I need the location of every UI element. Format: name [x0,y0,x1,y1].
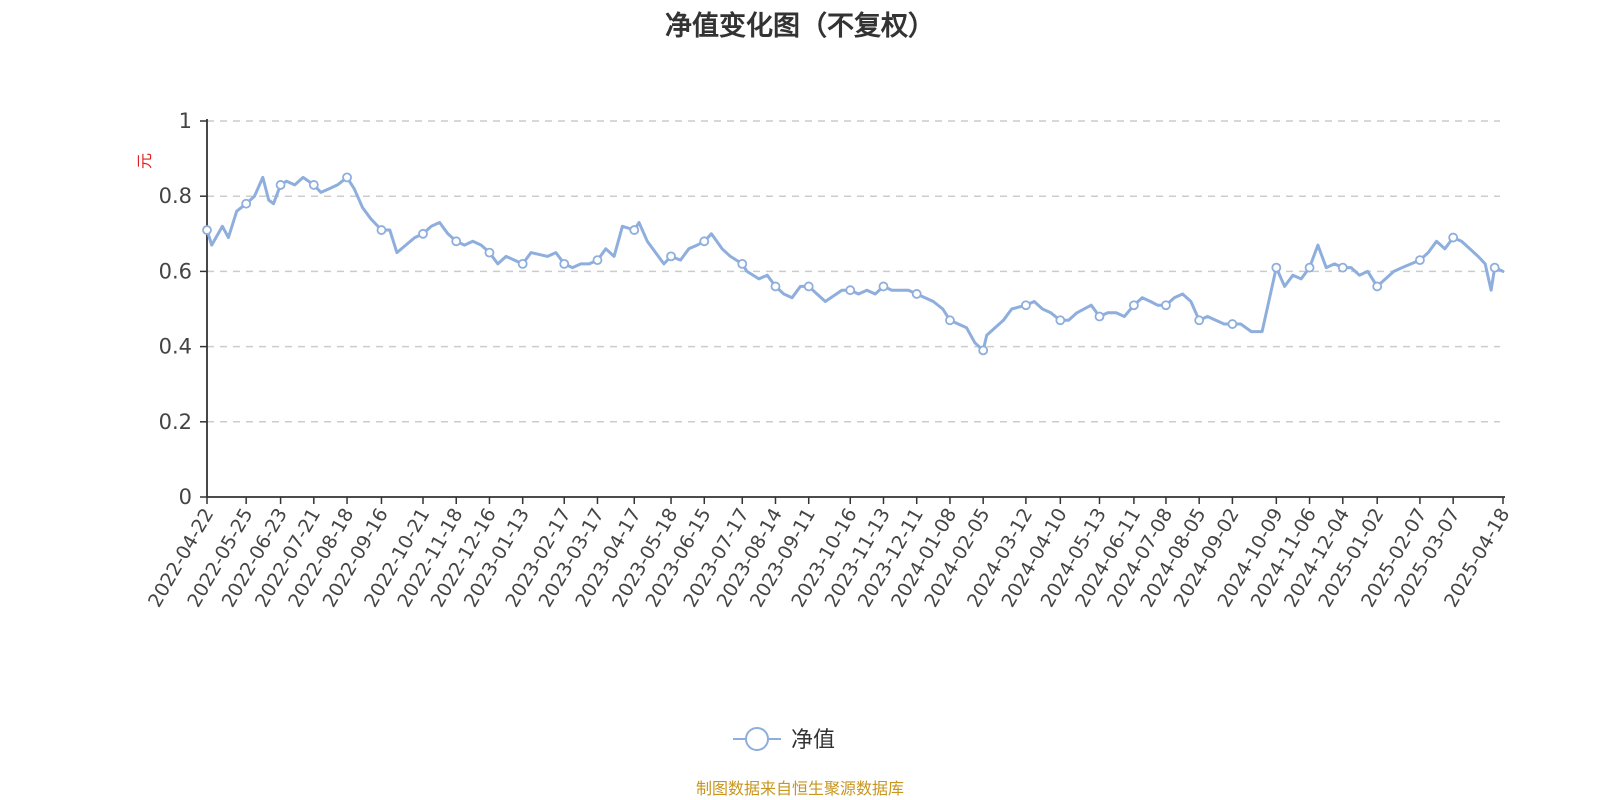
data-point-marker [484,247,495,258]
data-point-marker [202,225,212,235]
chart-title: 净值变化图（不复权） [665,11,935,42]
legend[interactable]: 净值 [733,727,835,753]
data-point-marker [342,172,352,183]
data-point-marker [1304,262,1315,273]
data-point-marker [1415,255,1425,266]
legend-marker-icon [745,727,769,751]
data-point-marker [308,180,319,190]
data-point-marker [629,225,640,235]
data-point-marker [1055,315,1066,326]
data-point-marker [770,281,781,292]
data-point-marker [803,281,814,292]
data-point-marker [559,258,570,269]
y-axis-ticks: 0 0.2 0.4 0.6 0.8 1 [159,109,207,509]
data-point-marker [699,236,710,247]
data-point-marker [376,225,387,235]
data-point-marker [1161,300,1171,311]
legend-label: 净值 [791,728,835,753]
data-point-marker [592,255,603,266]
data-point-marker [666,251,676,262]
axes [206,119,1505,498]
data-point-marker [1448,232,1459,243]
x-axis-ticks: 2022-04-222022-05-252022-06-232022-07-21… [144,497,1514,611]
data-point-marker [517,258,528,269]
y-tick-label: 0.6 [159,259,192,283]
data-point-marker [945,315,955,326]
data-point-marker [737,258,748,269]
data-point-marker [418,228,428,239]
y-tick-label: 0.8 [159,184,192,208]
data-point-marker [1021,300,1031,311]
data-point-marker [911,289,922,299]
data-point-marker [241,198,252,209]
data-point-marker [1194,315,1205,326]
data-point-marker [845,285,856,296]
series-group [202,172,1505,356]
y-tick-label: 1 [179,109,192,133]
y-tick-label: 0.4 [159,335,192,359]
data-point-marker [1337,262,1348,273]
data-source-note: 制图数据来自恒生聚源数据库 [695,779,904,798]
data-point-marker [451,236,462,247]
data-point-marker [1094,311,1105,322]
y-tick-label: 0 [179,485,192,509]
data-point-marker [1372,281,1383,292]
data-point-marker [1489,262,1500,273]
data-point-marker [1271,262,1282,273]
y-axis-unit-label: 元 [135,153,154,169]
data-point-marker [1129,300,1139,311]
data-point-marker [978,345,989,356]
data-point-marker [1227,319,1238,329]
data-point-marker [275,180,286,190]
y-tick-label: 0.2 [159,410,192,434]
data-point-marker [878,281,889,292]
